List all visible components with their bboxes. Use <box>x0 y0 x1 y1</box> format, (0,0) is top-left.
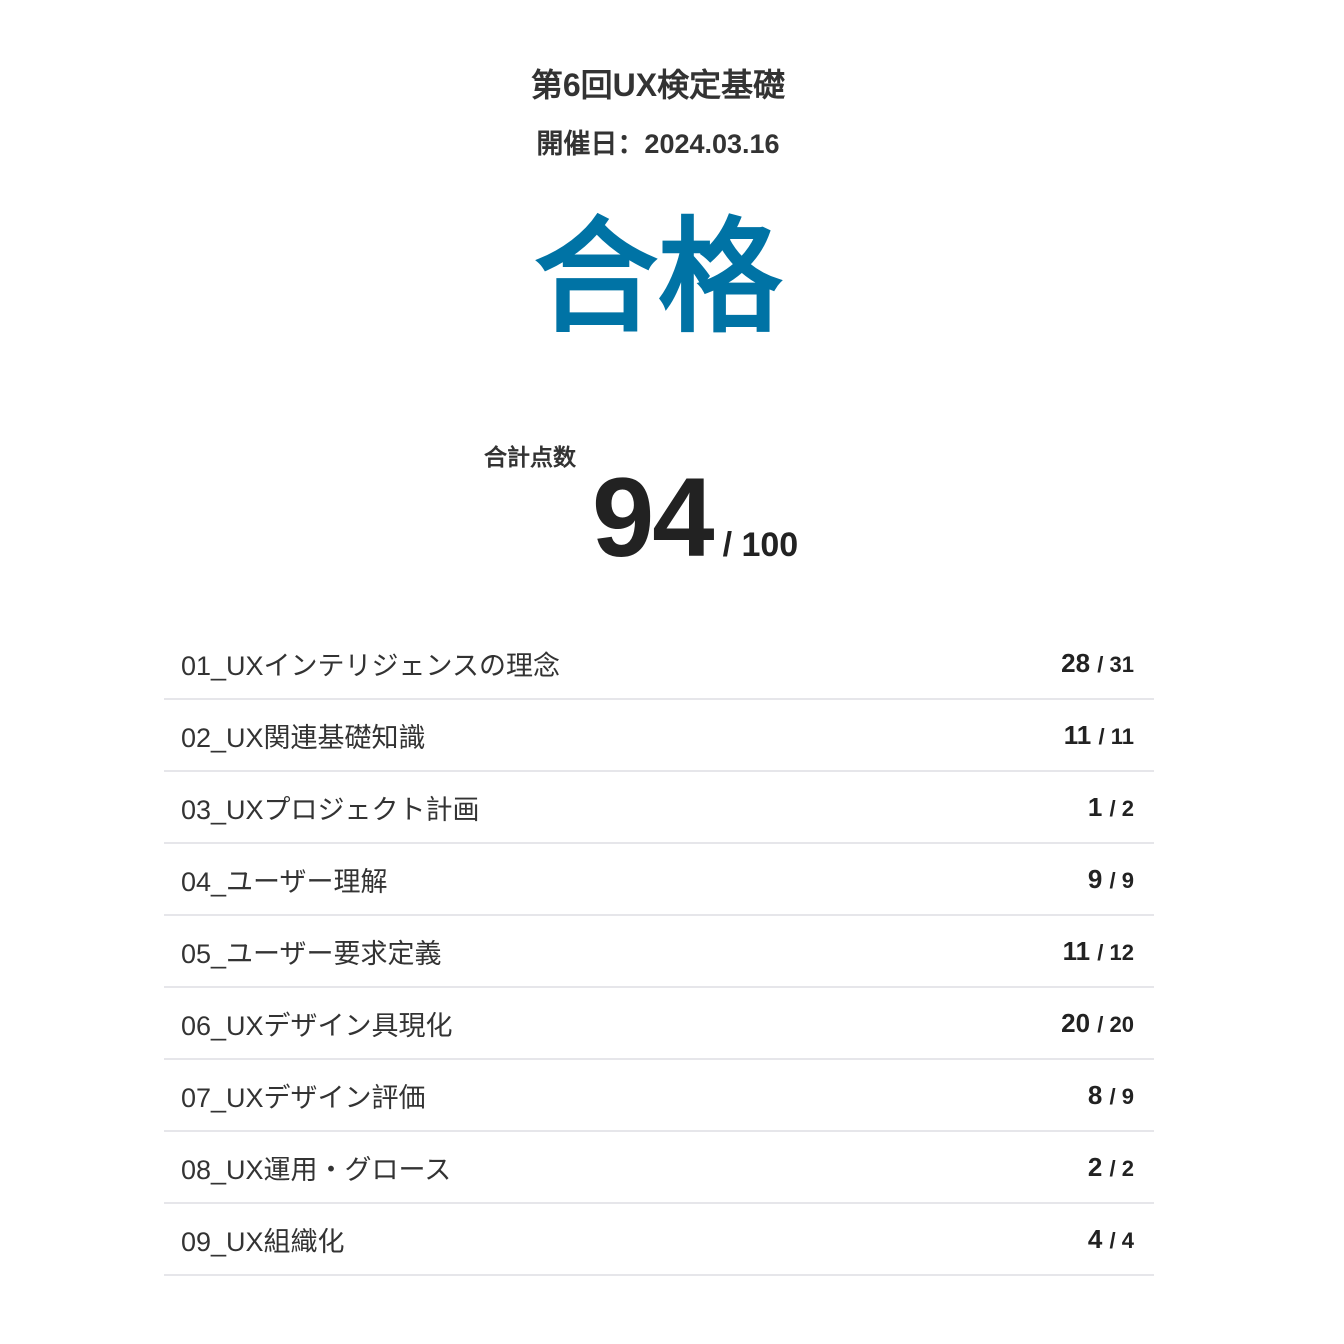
exam-title: 第6回UX検定基礎 <box>530 67 786 103</box>
category-score: 11 / 11 <box>1064 720 1134 751</box>
category-row: 03_UXプロジェクト計画 1 / 2 <box>164 772 1154 844</box>
category-name: 07_UXデザイン評価 <box>181 1082 426 1113</box>
category-score: 8 / 9 <box>1088 1080 1134 1111</box>
total-score: 94/ 100 <box>592 462 798 574</box>
category-score-max: / 31 <box>1097 651 1134 677</box>
category-name: 06_UXデザイン具現化 <box>181 1010 453 1041</box>
category-score: 9 / 9 <box>1088 864 1134 895</box>
category-row: 02_UX関連基礎知識 11 / 11 <box>164 700 1154 772</box>
category-row: 05_ユーザー要求定義 11 / 12 <box>164 916 1154 988</box>
pass-result: 合格 <box>533 209 782 347</box>
category-name: 01_UXインテリジェンスの理念 <box>181 650 561 681</box>
category-score-value: 9 <box>1087 863 1103 894</box>
exam-date: 開催日：2024.03.16 <box>536 129 780 159</box>
category-score: 20 / 20 <box>1061 1008 1134 1039</box>
category-score-max: / 2 <box>1109 795 1134 821</box>
category-score-max: / 9 <box>1109 867 1134 893</box>
category-score-value: 28 <box>1061 647 1091 678</box>
category-score-list: 01_UXインテリジェンスの理念 28 / 31 02_UX関連基礎知識 11 / 1… <box>164 628 1154 1276</box>
total-score-value: 94 <box>592 455 715 580</box>
category-name: 09_UX組織化 <box>181 1226 345 1257</box>
category-score-max: / 2 <box>1109 1155 1134 1181</box>
category-score-max: / 11 <box>1098 723 1134 749</box>
category-row: 07_UXデザイン評価 8 / 9 <box>164 1060 1154 1132</box>
category-score-max: / 12 <box>1097 939 1134 965</box>
total-score-max: / 100 <box>722 526 799 564</box>
category-score: 28 / 31 <box>1061 648 1134 679</box>
category-score-value: 11 <box>1062 935 1091 966</box>
category-name: 03_UXプロジェクト計画 <box>181 794 480 825</box>
category-row: 06_UXデザイン具現化 20 / 20 <box>164 988 1154 1060</box>
category-row: 08_UX運用・グロース 2 / 2 <box>164 1132 1154 1204</box>
category-row: 01_UXインテリジェンスの理念 28 / 31 <box>164 628 1154 700</box>
category-score-value: 1 <box>1087 791 1103 822</box>
category-score: 11 / 12 <box>1063 936 1134 967</box>
category-score-value: 11 <box>1063 719 1092 750</box>
category-name: 02_UX関連基礎知識 <box>181 722 426 753</box>
category-score: 2 / 2 <box>1088 1152 1134 1183</box>
category-score-value: 4 <box>1087 1223 1103 1254</box>
category-name: 05_ユーザー要求定義 <box>181 938 442 969</box>
category-score-value: 2 <box>1087 1151 1103 1182</box>
category-score-max: / 9 <box>1109 1083 1134 1109</box>
category-score: 1 / 2 <box>1088 792 1134 823</box>
category-name: 04_ユーザー理解 <box>181 866 388 897</box>
total-score-label: 合計点数 <box>484 444 576 470</box>
category-score-max: / 20 <box>1097 1011 1134 1037</box>
category-score-value: 20 <box>1061 1007 1091 1038</box>
category-score: 4 / 4 <box>1088 1224 1134 1255</box>
category-row: 09_UX組織化 4 / 4 <box>164 1204 1154 1276</box>
category-row: 04_ユーザー理解 9 / 9 <box>164 844 1154 916</box>
category-name: 08_UX運用・グロース <box>181 1154 452 1185</box>
category-score-value: 8 <box>1087 1079 1103 1110</box>
category-score-max: / 4 <box>1109 1227 1134 1253</box>
